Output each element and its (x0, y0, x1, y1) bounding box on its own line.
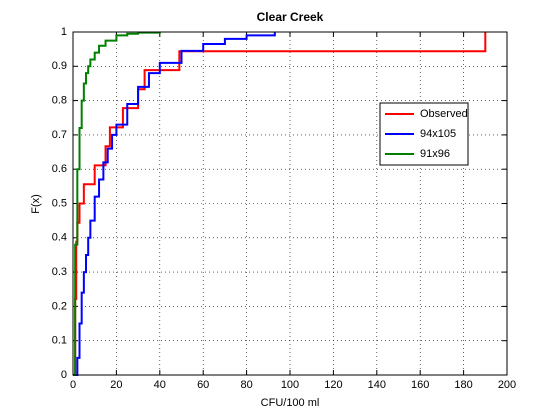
ecdf-line (73, 32, 276, 376)
y-tick-label: 0.6 (52, 163, 67, 175)
legend-label: 91x96 (420, 148, 450, 160)
chart-title: Clear Creek (257, 10, 324, 24)
x-tick-label: 60 (197, 379, 209, 391)
y-tick-label: 0.1 (52, 335, 67, 347)
y-tick-label: 0.2 (52, 300, 67, 312)
ecdf-line (73, 31, 161, 376)
y-tick-label: 0.7 (52, 129, 67, 141)
x-tick-label: 20 (110, 379, 122, 391)
x-tick-label: 180 (454, 379, 472, 391)
y-tick-label: 1 (61, 26, 67, 38)
x-tick-label: 0 (70, 379, 76, 391)
x-tick-label: 80 (240, 379, 252, 391)
x-tick-label: 140 (368, 379, 386, 391)
y-tick-label: 0.5 (52, 197, 67, 209)
legend-label: 94x105 (420, 128, 456, 140)
y-tick-label: 0.9 (52, 60, 67, 72)
x-tick-label: 160 (411, 379, 429, 391)
x-tick-label: 100 (281, 379, 299, 391)
axes-box (72, 31, 508, 376)
y-axis-label: F(x) (30, 194, 42, 214)
x-axis-label: CFU/100 ml (261, 397, 320, 409)
y-tick-label: 0.8 (52, 95, 67, 107)
y-tick-label: 0.4 (52, 232, 67, 244)
x-tick-label: 40 (154, 379, 166, 391)
y-tick-label: 0 (61, 369, 67, 381)
x-tick-label: 120 (324, 379, 342, 391)
y-tick-label: 0.3 (52, 266, 67, 278)
legend-label: Observed (420, 108, 468, 120)
x-tick-label: 200 (498, 379, 516, 391)
